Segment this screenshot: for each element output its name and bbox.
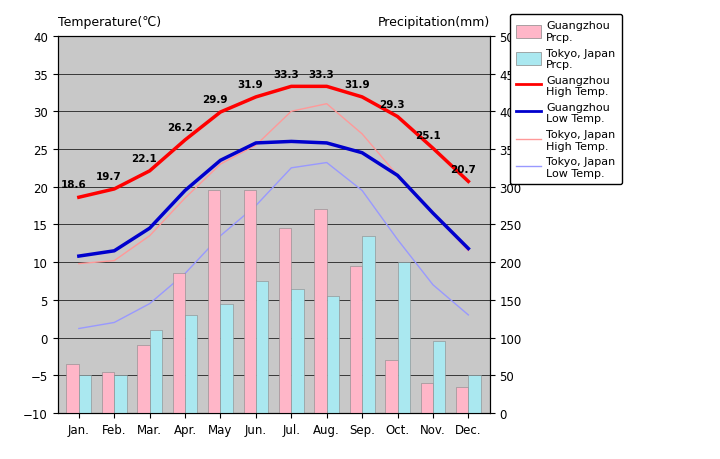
Text: 31.9: 31.9 [238,80,264,90]
Text: 33.3: 33.3 [273,69,299,79]
Text: 26.2: 26.2 [167,123,193,133]
Bar [362,236,374,413]
Bar [220,304,233,413]
Bar [102,372,114,413]
Bar [433,341,446,413]
Bar [468,375,481,413]
Text: 31.9: 31.9 [344,80,369,90]
Bar [173,274,185,413]
Text: Precipitation(mm): Precipitation(mm) [377,16,490,29]
Bar [150,330,162,413]
Bar [138,345,150,413]
Bar [243,191,256,413]
Text: 25.1: 25.1 [415,131,441,141]
Bar [256,281,269,413]
Text: 18.6: 18.6 [60,180,86,190]
Bar [279,229,292,413]
Bar [327,297,339,413]
Text: 29.3: 29.3 [379,100,405,110]
Legend: Guangzhou
Prcp., Tokyo, Japan
Prcp., Guangzhou
High Temp., Guangzhou
Low Temp., : Guangzhou Prcp., Tokyo, Japan Prcp., Gua… [510,15,622,185]
Bar [385,360,397,413]
Bar [350,266,362,413]
Bar [79,375,91,413]
Text: 29.9: 29.9 [202,95,228,105]
Bar [66,364,79,413]
Bar [420,383,433,413]
Bar [397,263,410,413]
Text: 22.1: 22.1 [132,154,157,164]
Text: 19.7: 19.7 [96,172,122,182]
Text: 20.7: 20.7 [450,164,476,174]
Bar [185,315,197,413]
Bar [208,191,220,413]
Bar [315,210,327,413]
Bar [114,375,127,413]
Bar [292,289,304,413]
Bar [456,387,468,413]
Text: Temperature(℃): Temperature(℃) [58,16,161,29]
Text: 33.3: 33.3 [309,69,334,79]
